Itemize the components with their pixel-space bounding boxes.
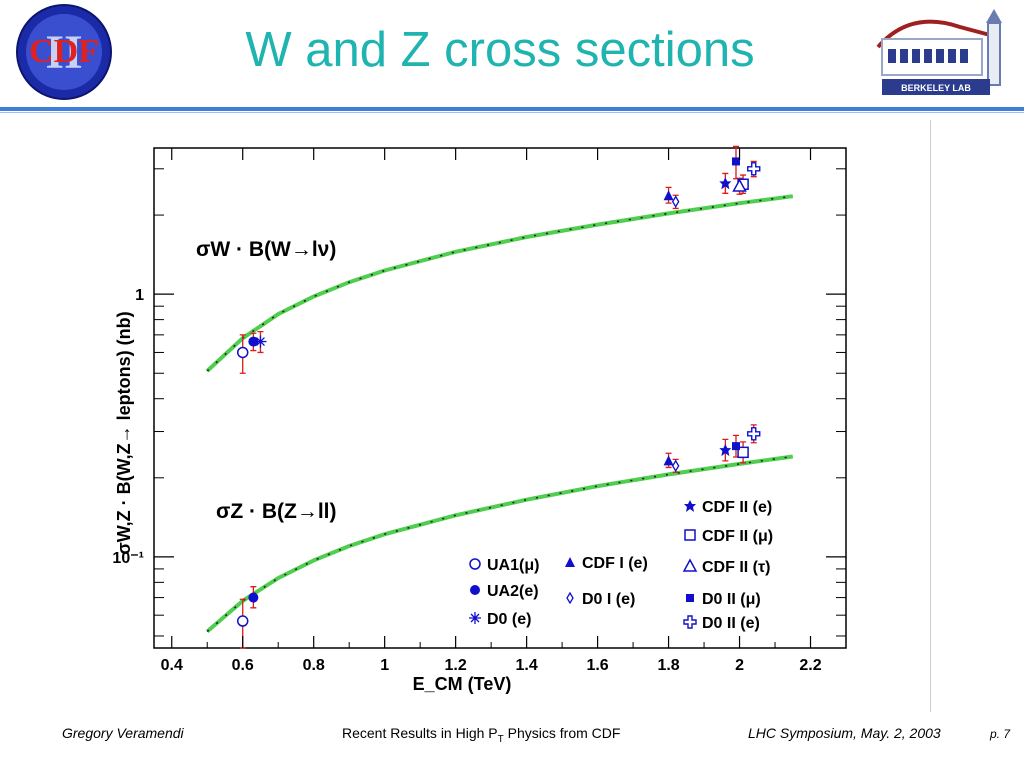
data-point-d0-i-e--z bbox=[671, 459, 680, 473]
x-tick-label: 0.6 bbox=[232, 657, 254, 674]
x-axis-label: E_CM (TeV) bbox=[413, 674, 512, 694]
x-tick-label: 0.8 bbox=[303, 657, 325, 674]
x-tick-label: 1.6 bbox=[586, 657, 608, 674]
legend-label-d0-e-: D0 (e) bbox=[487, 611, 531, 628]
x-tick-label: 1.2 bbox=[445, 657, 467, 674]
slide-title: W and Z cross sections bbox=[245, 23, 755, 77]
plot-frame bbox=[153, 147, 847, 649]
data-point-cdf-ii-e--z bbox=[719, 444, 732, 457]
data-markers bbox=[236, 157, 761, 627]
y-tick-label: 1 bbox=[135, 287, 144, 304]
data-point-ua2-e--w bbox=[248, 336, 259, 347]
theory-curve-z-dots bbox=[206, 455, 793, 633]
footer-author: Gregory Veramendi bbox=[62, 725, 184, 741]
axis-ticks: 0.4 0.6 0.8 1 1.2 1.4 1.6 1.8 2 2.2 1 10⁻¹ bbox=[112, 148, 846, 674]
legend-marker-d0-ii-e- bbox=[683, 615, 697, 629]
logo-numeral: II bbox=[45, 26, 82, 79]
x-tick-label: 2 bbox=[735, 657, 744, 674]
legend: UA1(μ) UA2(e) D0 (e) CDF I (e) D0 I (e) CDF I… bbox=[469, 499, 773, 632]
legend-label-ua2-e-: UA2(e) bbox=[487, 583, 539, 600]
x-tick-label: 2.2 bbox=[799, 657, 821, 674]
data-point-cdf-i-e--w bbox=[663, 190, 674, 201]
x-tick-label: 1.4 bbox=[515, 657, 537, 674]
legend-label-d0-ii-: D0 II (μ) bbox=[702, 591, 761, 608]
y-tick-label: 10⁻¹ bbox=[112, 550, 144, 567]
legend-label-cdf-ii-e-: CDF II (e) bbox=[702, 499, 772, 516]
legend-label-d0-i-e-: D0 I (e) bbox=[582, 591, 635, 608]
legend-label-cdf-ii-: CDF II (μ) bbox=[702, 528, 773, 545]
legend-label-d0-ii-e-: D0 II (e) bbox=[702, 615, 760, 632]
cdf-logo: II CDF bbox=[16, 4, 112, 100]
annotation-w: σW · B(W→lν) bbox=[196, 238, 336, 261]
data-point-ua2-e--z bbox=[248, 592, 259, 603]
legend-marker-cdf-ii- bbox=[682, 558, 698, 572]
lab-logo-text: BERKELEY LAB bbox=[901, 83, 971, 93]
legend-marker-d0-ii- bbox=[686, 594, 694, 602]
data-point-cdf-ii--w bbox=[732, 178, 747, 192]
theory-curve-w-dots bbox=[206, 195, 793, 372]
data-point-cdf-ii-e--w bbox=[719, 177, 732, 190]
data-point-d0-ii--w bbox=[731, 157, 740, 166]
annotation-z: σZ · B(Z→ll) bbox=[216, 500, 337, 523]
legend-marker-cdf-i-e- bbox=[565, 557, 575, 567]
footer-title-post: Physics from CDF bbox=[503, 725, 621, 741]
data-point-d0-ii--z bbox=[731, 442, 740, 451]
x-tick-label: 1.8 bbox=[657, 657, 679, 674]
theory-curves bbox=[205, 194, 794, 634]
legend-marker-cdf-ii- bbox=[684, 529, 696, 541]
legend-marker-d0-i-e- bbox=[566, 591, 574, 605]
legend-label-cdf-ii-: CDF II (τ) bbox=[702, 559, 770, 576]
footer-title-sub: T bbox=[497, 733, 504, 745]
footer-title: Recent Results in High PT Physics from C… bbox=[342, 725, 620, 745]
legend-label-ua1-: UA1(μ) bbox=[487, 557, 539, 574]
header-rule bbox=[0, 107, 1024, 111]
data-point-d0-ii-e--w bbox=[747, 162, 761, 176]
legend-marker-ua1- bbox=[469, 558, 481, 570]
cross-section-chart: 0.4 0.6 0.8 1 1.2 1.4 1.6 1.8 2 2.2 1 10⁻¹ σW · B(W… bbox=[112, 145, 847, 694]
data-point-ua1--w bbox=[236, 346, 249, 359]
data-point-cdf-i-e--z bbox=[663, 455, 674, 466]
data-point-d0-ii-e--z bbox=[747, 427, 761, 441]
logo-text: CDF bbox=[29, 33, 99, 70]
side-divider bbox=[930, 120, 931, 712]
legend-marker-ua2-e- bbox=[470, 585, 480, 595]
header-rule-light bbox=[0, 112, 1024, 113]
footer-title-pre: Recent Results in High P bbox=[342, 725, 498, 741]
data-point-d0-i-e--w bbox=[671, 195, 680, 208]
y-axis-label: σW,Z · B(W,Z→ leptons) (nb) bbox=[114, 311, 134, 554]
footer-page-number: p. 7 bbox=[990, 727, 1011, 741]
x-tick-label: 1 bbox=[380, 657, 389, 674]
berkeley-lab-logo: BERKELEY LAB bbox=[876, 9, 1002, 95]
footer-event: LHC Symposium, May. 2, 2003 bbox=[748, 725, 941, 741]
data-point-ua1--z bbox=[236, 615, 249, 627]
legend-marker-d0-e- bbox=[469, 612, 481, 624]
legend-label-cdf-i-e-: CDF I (e) bbox=[582, 555, 648, 572]
data-point-cdf-ii--z bbox=[737, 446, 749, 459]
data-point-d0-e--w bbox=[254, 335, 267, 348]
legend-marker-cdf-ii-e- bbox=[684, 500, 696, 512]
x-tick-label: 0.4 bbox=[161, 657, 183, 674]
